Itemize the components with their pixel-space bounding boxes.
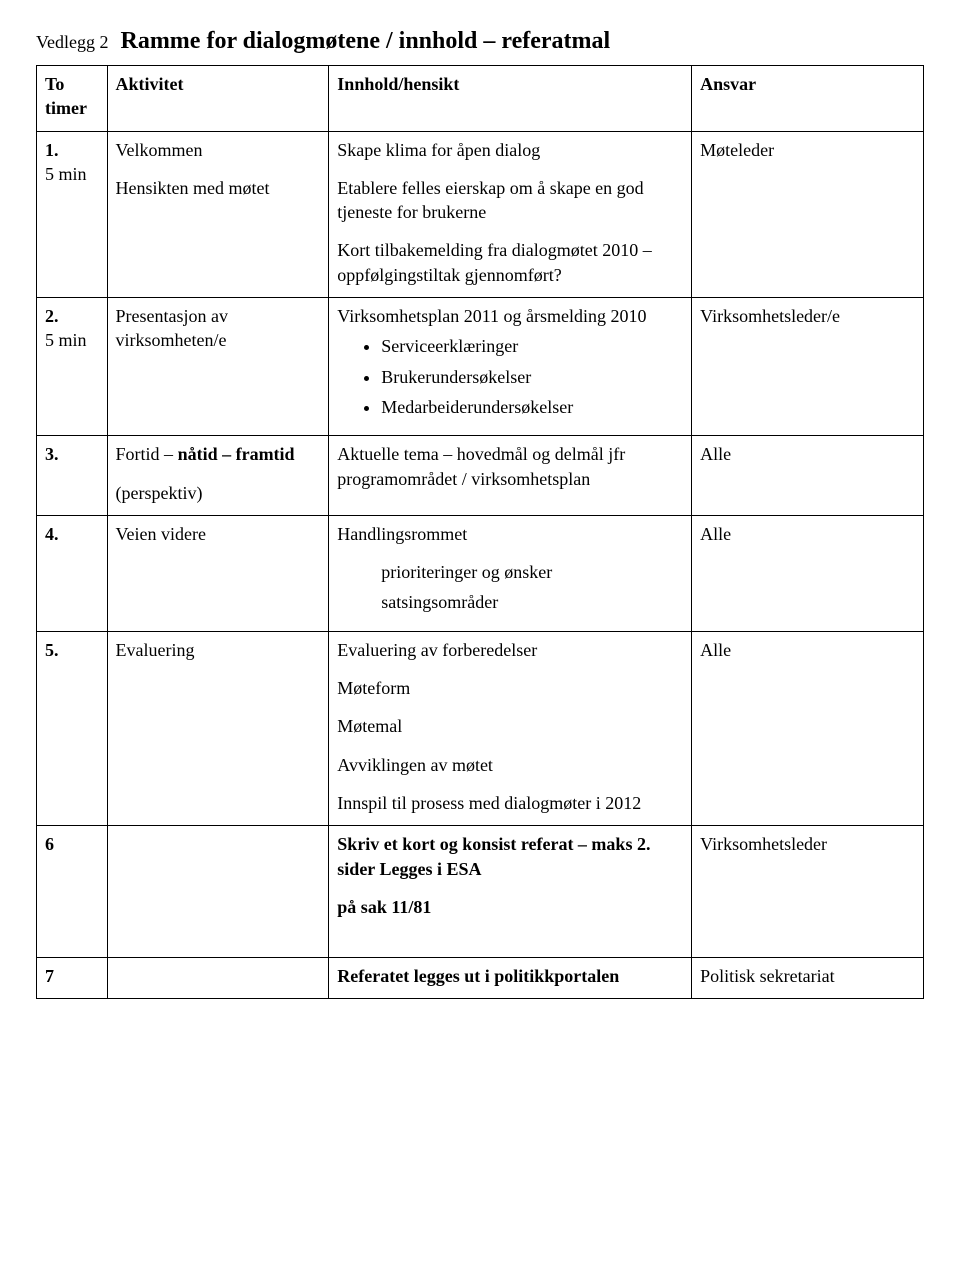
- row2-bullet2: Brukerundersøkelser: [381, 365, 683, 389]
- table-row: 6 Skriv et kort og konsist referat – mak…: [37, 826, 924, 958]
- header-col3: Innhold/hensikt: [329, 66, 692, 132]
- row5-ansvar: Alle: [692, 631, 924, 825]
- row4-activity: Veien videre: [107, 515, 329, 631]
- row1-activity1: Velkommen: [116, 140, 203, 160]
- row3-ansvar: Alle: [692, 436, 924, 516]
- header-col4: Ansvar: [692, 66, 924, 132]
- row4-num: 4.: [37, 515, 108, 631]
- row3-num: 3.: [37, 436, 108, 516]
- row5-activity: Evaluering: [107, 631, 329, 825]
- row3-activity-sub: (perspektiv): [116, 483, 203, 503]
- row6-c1: Skriv et kort og konsist referat – maks …: [337, 832, 683, 881]
- row7-content: Referatet legges ut i politikkportalen: [329, 958, 692, 999]
- row5-num: 5.: [37, 631, 108, 825]
- header-col1-line2: timer: [45, 98, 87, 118]
- table-header-row: To timer Aktivitet Innhold/hensikt Ansva…: [37, 66, 924, 132]
- row1-num: 1.: [45, 140, 59, 160]
- heading-prefix: Vedlegg 2: [36, 32, 108, 52]
- table-row: 3. Fortid – nåtid – framtid (perspektiv)…: [37, 436, 924, 516]
- row5-c4: Avviklingen av møtet: [337, 753, 683, 777]
- dialog-table: To timer Aktivitet Innhold/hensikt Ansva…: [36, 65, 924, 999]
- heading-main: Ramme for dialogmøtene / innhold – refer…: [120, 28, 610, 54]
- row1-activity: Velkommen Hensikten med møtet: [107, 131, 329, 297]
- row1-time: 5 min: [45, 164, 87, 184]
- row3-activity: Fortid – nåtid – framtid (perspektiv): [107, 436, 329, 516]
- row2-bullet1: Serviceerklæringer: [381, 334, 683, 358]
- row6-activity: [107, 826, 329, 958]
- row5-c5: Innspil til prosess med dialogmøter i 20…: [337, 791, 683, 815]
- row5-c1: Evaluering av forberedelser: [337, 638, 683, 662]
- row2-activity: Presentasjon av virksomheten/e: [107, 298, 329, 436]
- table-row: 1. 5 min Velkommen Hensikten med møtet S…: [37, 131, 924, 297]
- row4-content: Handlingsrommet prioriteringer og ønsker…: [329, 515, 692, 631]
- row7-ansvar: Politisk sekretariat: [692, 958, 924, 999]
- row1-content-p2: Etablere felles eierskap om å skape en g…: [337, 176, 683, 225]
- row2-bullets: Serviceerklæringer Brukerundersøkelser M…: [337, 334, 683, 419]
- row4-content-p1: Handlingsrommet: [337, 522, 683, 546]
- row1-content-p1: Skape klima for åpen dialog: [337, 138, 683, 162]
- row1-activity2: Hensikten med møtet: [116, 178, 270, 198]
- table-row: 7 Referatet legges ut i politikkportalen…: [37, 958, 924, 999]
- row2-ansvar: Virksomhetsleder/e: [692, 298, 924, 436]
- row5-content: Evaluering av forberedelser Møteform Møt…: [329, 631, 692, 825]
- table-row: 5. Evaluering Evaluering av forberedelse…: [37, 631, 924, 825]
- row2-num: 2.: [45, 306, 59, 326]
- row3-content: Aktuelle tema – hovedmål og delmål jfr p…: [329, 436, 692, 516]
- row3-activity-mid: nåtid – framtid: [178, 444, 295, 464]
- row2-content-p1: Virksomhetsplan 2011 og årsmelding 2010: [337, 304, 683, 328]
- row7-num: 7: [37, 958, 108, 999]
- row6-content: Skriv et kort og konsist referat – maks …: [329, 826, 692, 958]
- row4-ansvar: Alle: [692, 515, 924, 631]
- header-col2: Aktivitet: [107, 66, 329, 132]
- header-col1: To timer: [37, 66, 108, 132]
- header-col1-line1: To: [45, 74, 64, 94]
- row5-c2: Møteform: [337, 676, 683, 700]
- page-heading: Vedlegg 2 Ramme for dialogmøtene / innho…: [36, 28, 924, 55]
- row7-activity: [107, 958, 329, 999]
- row1-ansvar: Møteleder: [692, 131, 924, 297]
- row2-content: Virksomhetsplan 2011 og årsmelding 2010 …: [329, 298, 692, 436]
- row6-num: 6: [37, 826, 108, 958]
- table-row: 2. 5 min Presentasjon av virksomheten/e …: [37, 298, 924, 436]
- row1-content: Skape klima for åpen dialog Etablere fel…: [329, 131, 692, 297]
- row6-ansvar: Virksomhetsleder: [692, 826, 924, 958]
- row2-time: 5 min: [45, 330, 87, 350]
- row2-col1: 2. 5 min: [37, 298, 108, 436]
- row6-c2: på sak 11/81: [337, 895, 683, 919]
- row2-bullet3: Medarbeiderundersøkelser: [381, 395, 683, 419]
- row5-c3: Møtemal: [337, 714, 683, 738]
- row1-content-p3: Kort tilbakemelding fra dialogmøtet 2010…: [337, 238, 683, 287]
- row4-sub1: prioriteringer og ønsker: [381, 560, 683, 584]
- table-row: 4. Veien videre Handlingsrommet priorite…: [37, 515, 924, 631]
- row1-col1: 1. 5 min: [37, 131, 108, 297]
- row4-sub2: satsingsområder: [381, 590, 683, 614]
- row3-activity-pre: Fortid –: [116, 444, 178, 464]
